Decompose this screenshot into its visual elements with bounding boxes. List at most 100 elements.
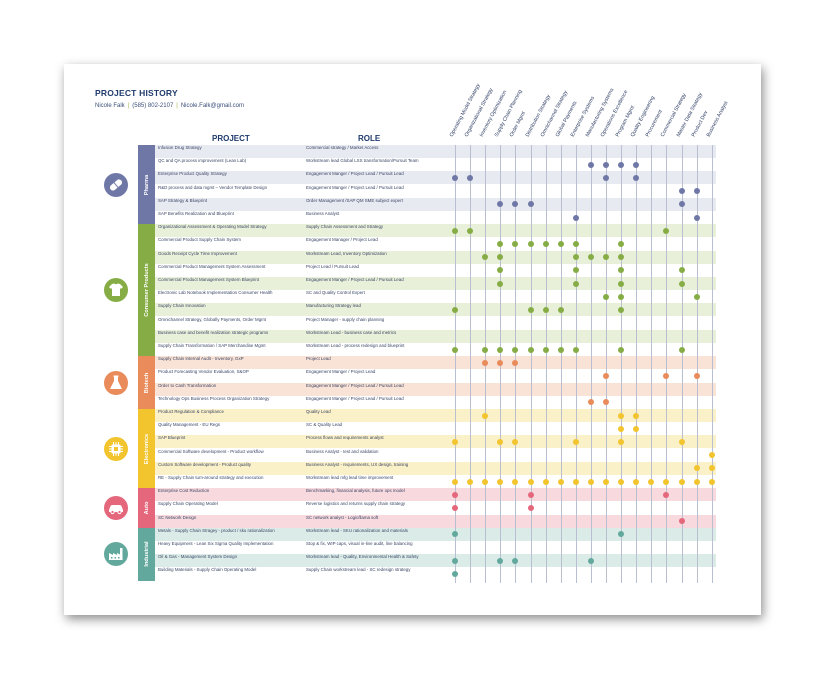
capability-dot-distribution-strategy: [527, 346, 534, 353]
capability-dot-program-mgmt: [618, 439, 625, 445]
contact-phone: (585) 802-2107: [132, 103, 174, 109]
project-row: Business case and benefit realization st…: [155, 329, 716, 343]
capability-dot-product-dev: [693, 293, 700, 300]
industry-label: Pharma: [143, 174, 150, 195]
project-name: RE - Supply Chain turn-around strategy a…: [158, 475, 264, 480]
capability-dot-program-mgmt: [618, 346, 625, 353]
project-role: Supply Chain workstream lead - SC redesi…: [306, 567, 411, 573]
industry-band-electronics: Electronics: [138, 409, 155, 489]
capability-dot-supply-chain-planning: [497, 241, 504, 247]
contact-name: Nicole Falk: [95, 103, 125, 109]
capability-column-line: [560, 145, 562, 583]
project-name: Commercial Product Management System Blu…: [158, 277, 260, 282]
capability-dot-commercial-strategy: [663, 478, 670, 485]
project-name: Oil & Gas - Management System Design: [158, 554, 238, 560]
project-name: Omnichannel Strategy, Globally Payments,…: [158, 316, 267, 322]
project-column-heading: PROJECT: [212, 134, 250, 143]
separator: |: [127, 103, 130, 109]
project-row: QC and QA process improvement (Lean Lab)…: [155, 158, 716, 172]
project-name: R&D process and data mgmt – Vendor Templ…: [158, 184, 268, 190]
project-name: Metals - Supply Chain Stragey - product …: [158, 527, 275, 533]
project-row: R&D process and data mgmt – Vendor Templ…: [155, 184, 716, 198]
factory-icon: [104, 542, 128, 567]
project-name: Supply Chain Internal Audit - Inventory,…: [158, 356, 244, 362]
project-role: Business Analyst - test and validation: [306, 448, 379, 454]
capability-dot-operations-excellence: [603, 175, 609, 181]
project-role: Order Management /SAP QM SME subject exp…: [306, 197, 403, 203]
capability-dot-master-data-strategy: [678, 439, 685, 445]
project-role: Workstream Lead - business case and metr…: [306, 329, 397, 335]
capability-dot-program-mgmt: [618, 241, 625, 247]
project-role: Manufacturing Strategy lead: [306, 303, 361, 309]
capability-dot-program-mgmt: [618, 531, 625, 538]
project-name: SAP Blueprint: [158, 435, 186, 441]
capability-column-line: [455, 145, 456, 583]
capability-dot-commercial-strategy: [663, 373, 670, 379]
project-role: Business Analyst - requirements, UX desi…: [306, 461, 409, 467]
capability-dot-organizational-strategy: [467, 478, 474, 485]
project-name: Organizational Assessment & Operating Mo…: [158, 224, 267, 230]
project-role: Workstream lead mfg lead time improvemen…: [306, 475, 394, 480]
project-row: Commercial Product Management System Blu…: [155, 277, 716, 290]
capability-dot-enterprise-systems: [572, 439, 579, 445]
capability-dot-distribution-strategy: [527, 201, 534, 208]
capability-dot-master-data-strategy: [678, 346, 685, 353]
shirt-icon: [104, 278, 128, 303]
project-row: Technology Ops Business Process Organiza…: [155, 395, 716, 409]
project-name: Supply Chain Innovation: [158, 303, 206, 309]
industry-band-biotech: Biotech: [138, 356, 155, 409]
capability-dot-operating-model-strategy: [452, 531, 458, 538]
capability-dot-master-data-strategy: [678, 201, 685, 208]
capability-dot-operations-excellence: [603, 373, 609, 379]
capability-dot-distribution-strategy: [527, 505, 534, 511]
project-row: Quality Management - EU Regs SC & Quality…: [155, 422, 716, 436]
project-role: SC & Quality Lead: [306, 422, 343, 428]
project-row: Product Regulation & Compliance Quality L…: [155, 409, 716, 422]
capability-dot-product-dev: [693, 478, 700, 485]
capability-dot-program-mgmt: [618, 254, 625, 261]
project-role: Workstream lead - Quality, Environmental…: [306, 554, 419, 560]
capability-dot-enterprise-systems: [572, 280, 579, 287]
capability-dot-operations-excellence: [603, 293, 609, 300]
capability-dot-order-mgmt: [512, 346, 519, 353]
project-name: Supply Chain Transformation / SAP Mercha…: [158, 343, 266, 348]
project-name: Commercial Product Supply Chain System: [158, 237, 241, 243]
capability-dot-business-analyst: [708, 452, 715, 459]
project-role: Reverse logistics and returns supply cha…: [306, 501, 406, 507]
project-row: Supply Chain Innovation Manufacturing Str…: [155, 303, 716, 317]
capability-dot-enterprise-systems: [572, 346, 579, 353]
project-name: Order to Cash Transformation: [158, 382, 217, 388]
capability-dot-order-mgmt: [512, 241, 519, 247]
capability-dot-program-mgmt: [618, 267, 625, 274]
project-row: Heavy Equipment - Lean Six Sigma Quality…: [155, 541, 716, 554]
capability-dot-master-data-strategy: [678, 478, 685, 485]
capability-dot-commercial-strategy: [663, 227, 670, 234]
capability-dot-global-payments: [557, 307, 564, 313]
project-role: Workstream lead - SKU rationalization an…: [306, 527, 408, 533]
industry-band-industrial: Industrial: [138, 527, 155, 581]
capability-dot-order-mgmt: [512, 359, 519, 366]
capability-dot-organizational-strategy: [467, 175, 474, 181]
car-icon: [104, 496, 128, 520]
project-name: Commercial Product Management System Ass…: [158, 263, 266, 269]
project-row: Supply Chain Transformation / SAP Mercha…: [155, 343, 716, 356]
project-name: SAP Strategy & Blueprint: [158, 197, 207, 203]
capability-dot-master-data-strategy: [678, 188, 685, 195]
project-row: Omnichannel Strategy, Globally Payments,…: [155, 316, 716, 330]
project-role: Engagement Manger / Project Lead / Pursu…: [306, 382, 404, 388]
capability-dot-business-analyst: [708, 465, 715, 472]
capability-dot-operations-excellence: [603, 161, 609, 168]
capability-dot-order-mgmt: [512, 478, 519, 485]
capability-dot-supply-chain-planning: [497, 267, 504, 274]
project-role: Supply Chain Assessment and Strategy: [306, 224, 384, 230]
capability-dot-master-data-strategy: [678, 280, 685, 287]
capability-dot-supply-chain-planning: [497, 359, 504, 366]
contact-email[interactable]: Nicole.Falk@gmail.com: [180, 103, 244, 109]
project-role: Engagement Manger / Project Lead / Pursu…: [306, 171, 404, 177]
project-name: QC and QA process improvement (Lean Lab): [158, 158, 247, 164]
capability-dot-omnichannel-strategy: [542, 307, 549, 313]
project-name: Product Forecasting Vendor Evaluation, S…: [158, 369, 249, 375]
capability-dot-operating-model-strategy: [452, 478, 458, 485]
project-role: Business Analyst: [306, 211, 340, 216]
project-row: Goods Receipt Cycle Time Improvement Work…: [155, 250, 716, 264]
